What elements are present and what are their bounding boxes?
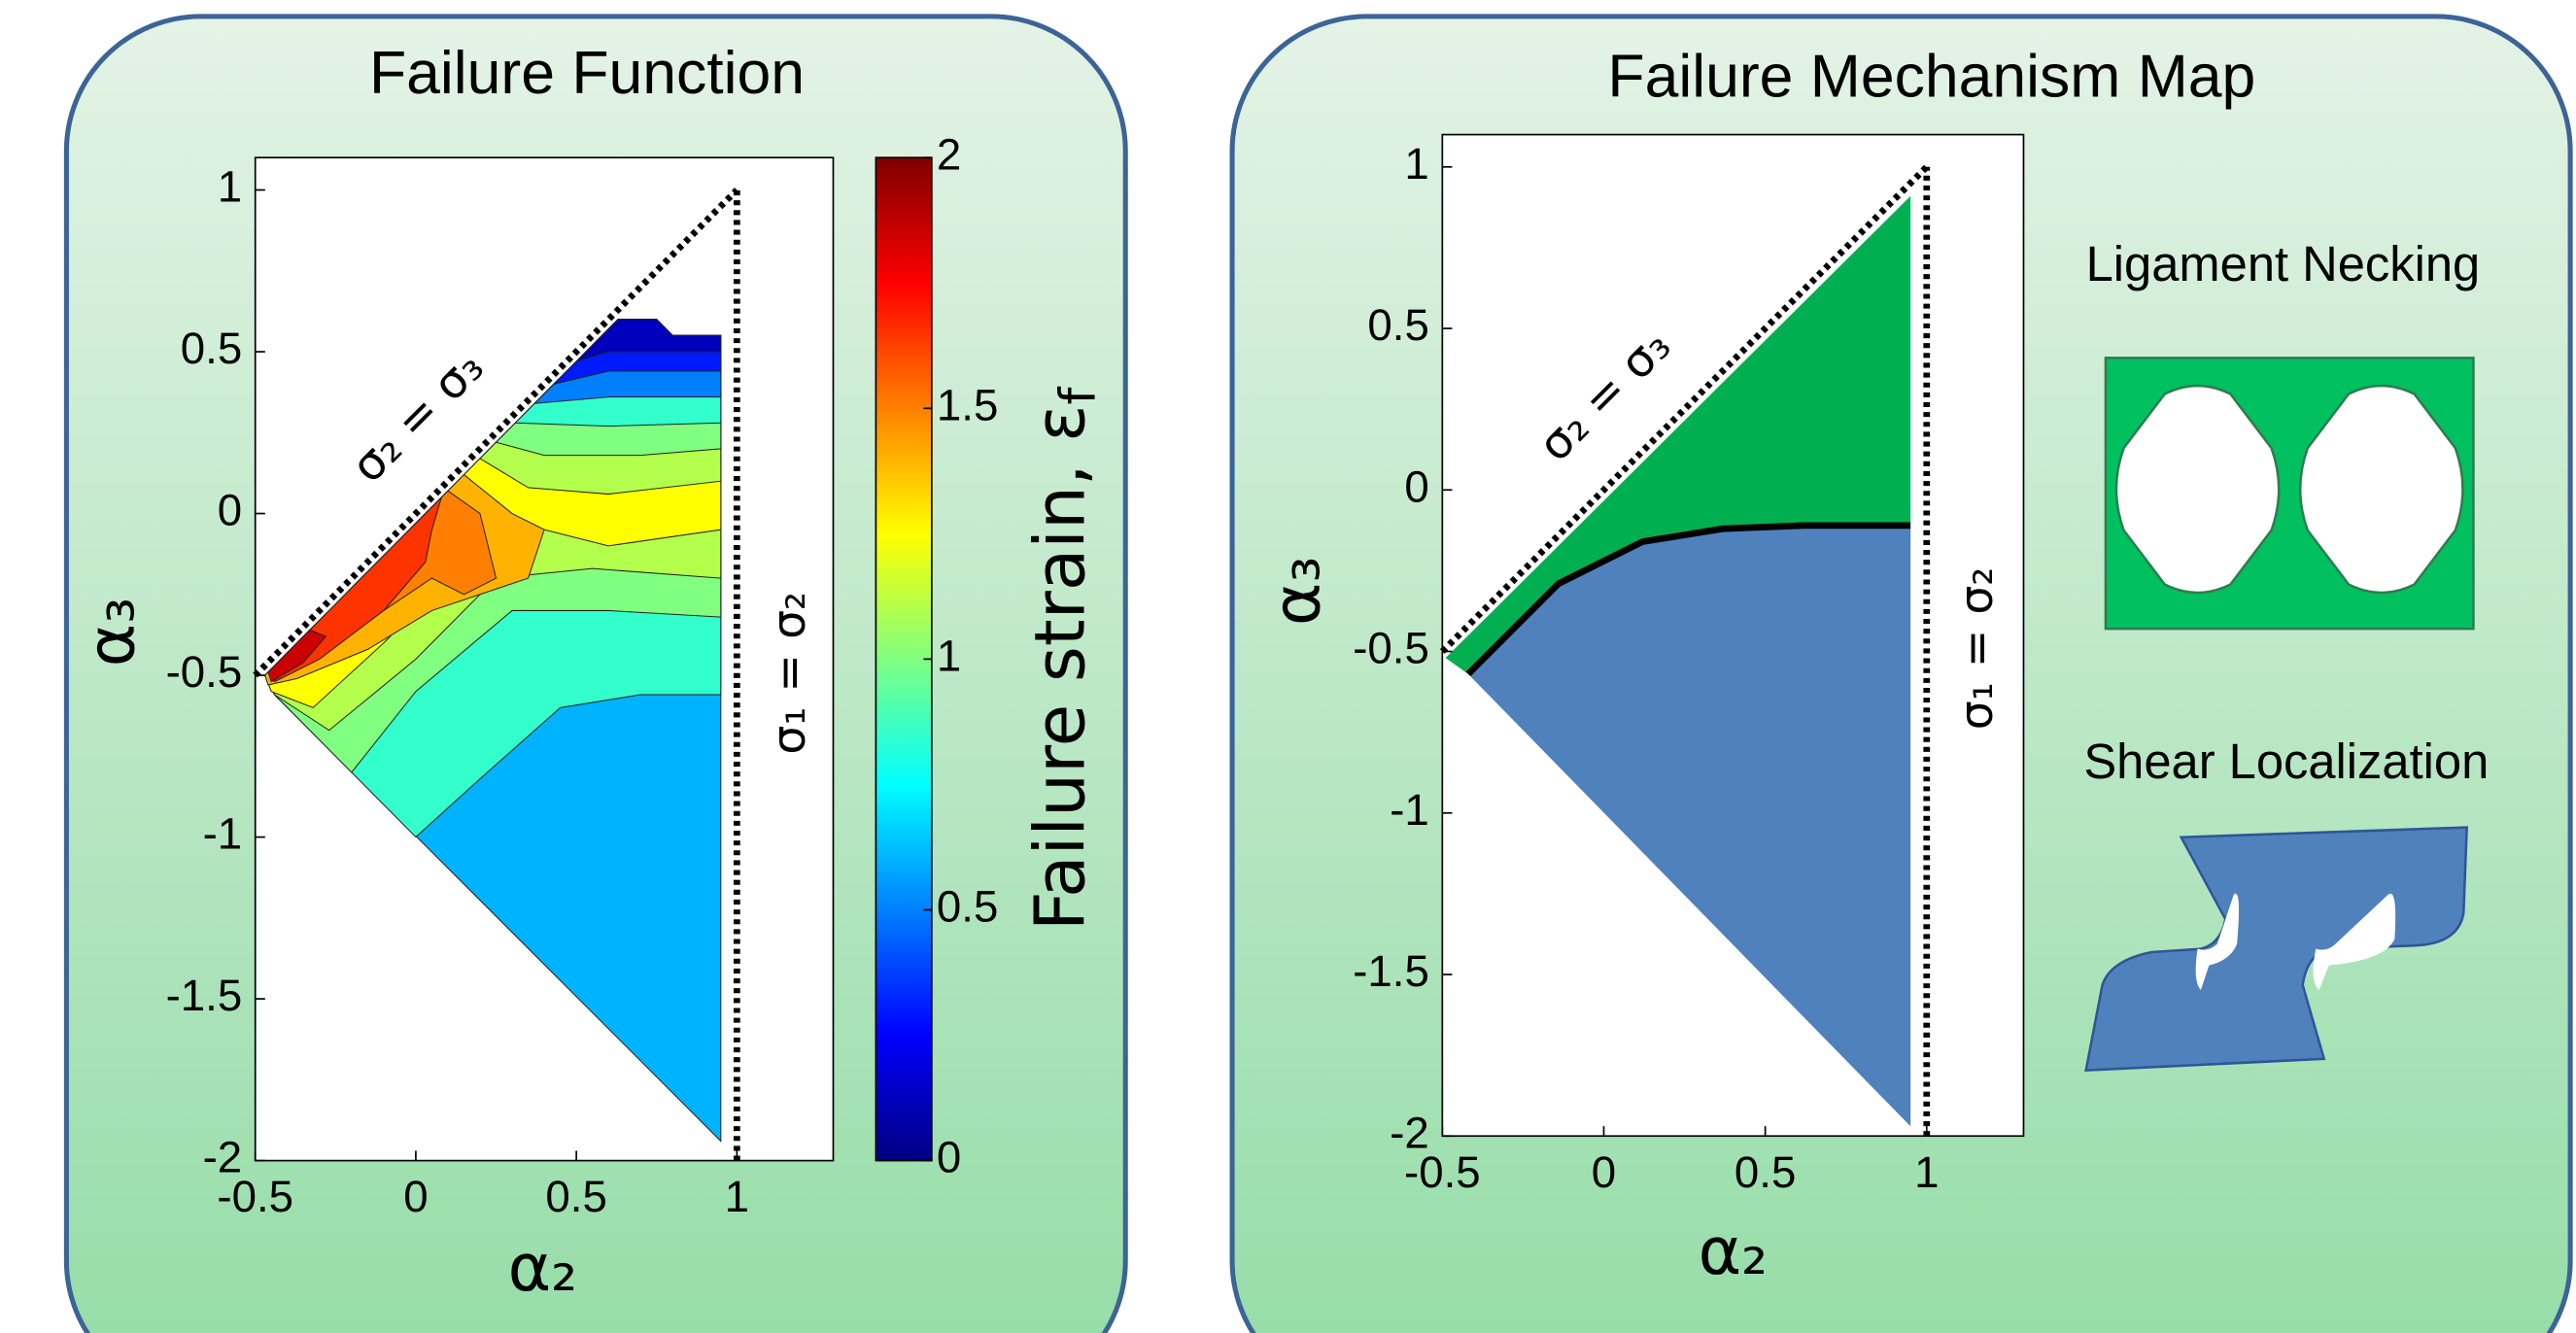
contour-band (575, 319, 722, 362)
x-tick-label: 1 (1914, 1147, 1939, 1197)
y-tick-label: -1 (1390, 785, 1429, 835)
y-tick-label: 0.5 (181, 324, 242, 373)
colorbar (875, 156, 933, 1162)
annotation: σ₁ = σ₂ (763, 592, 816, 755)
contour-band (267, 629, 327, 683)
colorbar-label-text: Failure strain, ε (1019, 405, 1100, 932)
y-tick-label: -1.5 (1353, 946, 1429, 996)
axes-box (1441, 133, 2025, 1138)
shear-icon (2084, 826, 2468, 1072)
y-tick-label: -0.5 (166, 647, 243, 697)
y-axis-label: α₃ (1258, 556, 1335, 626)
x-axis-label: α₂ (508, 1229, 578, 1306)
colorbar-tick-label: 1.5 (937, 380, 998, 429)
legend-label: Shear Localization (2083, 734, 2489, 789)
colorbar-label: Failure strain, εf (1019, 387, 1106, 932)
annotation: σ₁ = σ₂ (1950, 567, 2004, 731)
x-tick-label: -0.5 (217, 1172, 293, 1221)
axes-box (254, 156, 835, 1162)
x-tick-label: 0.5 (545, 1172, 606, 1221)
region (1467, 525, 1911, 1127)
necking-icon (2104, 357, 2475, 631)
y-axis-label: α₃ (73, 598, 150, 667)
x-tick-label: 1 (725, 1172, 749, 1221)
y-tick-label: -2 (1390, 1108, 1429, 1157)
colorbar-tick-label: 0 (937, 1133, 961, 1182)
y-tick-label: -2 (203, 1133, 243, 1182)
plot (264, 319, 722, 1143)
y-tick-label: -1.5 (166, 971, 243, 1020)
region (1445, 195, 1911, 674)
x-tick-label: 0 (1592, 1147, 1616, 1197)
y-tick-label: 1 (218, 162, 242, 212)
y-tick-label: 0 (1404, 461, 1428, 511)
colorbar-tick-label: 0.5 (937, 882, 998, 932)
chart-title: Failure Function (369, 39, 805, 107)
chart-title: Failure Mechanism Map (1607, 42, 2255, 110)
colorbar-tick-label: 1 (937, 631, 961, 680)
plot (1445, 195, 1911, 1127)
y-tick-label: 0 (218, 486, 242, 535)
y-tick-label: 1 (1404, 139, 1428, 188)
x-tick-label: -0.5 (1404, 1147, 1481, 1197)
y-tick-label: -0.5 (1353, 624, 1429, 673)
y-tick-label: -1 (203, 809, 243, 859)
y-tick-label: 0.5 (1367, 300, 1428, 350)
colorbar-tick-label: 2 (937, 129, 961, 179)
x-tick-label: 0.5 (1735, 1147, 1796, 1197)
x-axis-label: α₂ (1699, 1213, 1769, 1289)
colorbar-label-subscript: f (1049, 387, 1107, 405)
boundary-line (1465, 522, 1911, 677)
x-tick-label: 0 (403, 1172, 428, 1221)
legend-label: Ligament Necking (2086, 236, 2481, 291)
